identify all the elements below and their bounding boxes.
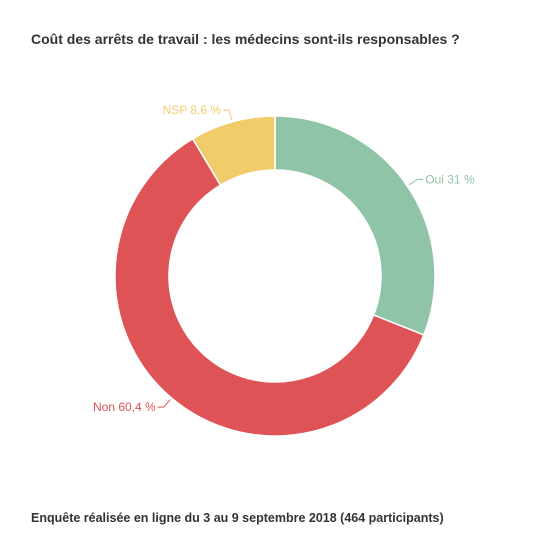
slice-label-nsp: NSP 8,6 % <box>163 103 222 117</box>
survey-note: Enquête réalisée en ligne du 3 au 9 sept… <box>31 511 444 525</box>
slice-oui <box>274 115 436 336</box>
leader-line-nsp <box>223 109 233 121</box>
slice-nsp <box>191 115 276 187</box>
donut-slices <box>114 115 436 437</box>
slice-labels: Oui 31 % Non 60,4 % NSP 8,6 % <box>93 103 475 414</box>
slice-label-non: Non 60,4 % <box>93 400 156 414</box>
chart-title: Coût des arrêts de travail : les médecin… <box>31 31 460 47</box>
leader-line-oui <box>408 178 424 186</box>
label-leader-lines <box>157 109 424 408</box>
slice-non <box>114 137 425 437</box>
slice-label-oui: Oui 31 % <box>425 172 475 186</box>
leader-line-non <box>157 399 171 408</box>
